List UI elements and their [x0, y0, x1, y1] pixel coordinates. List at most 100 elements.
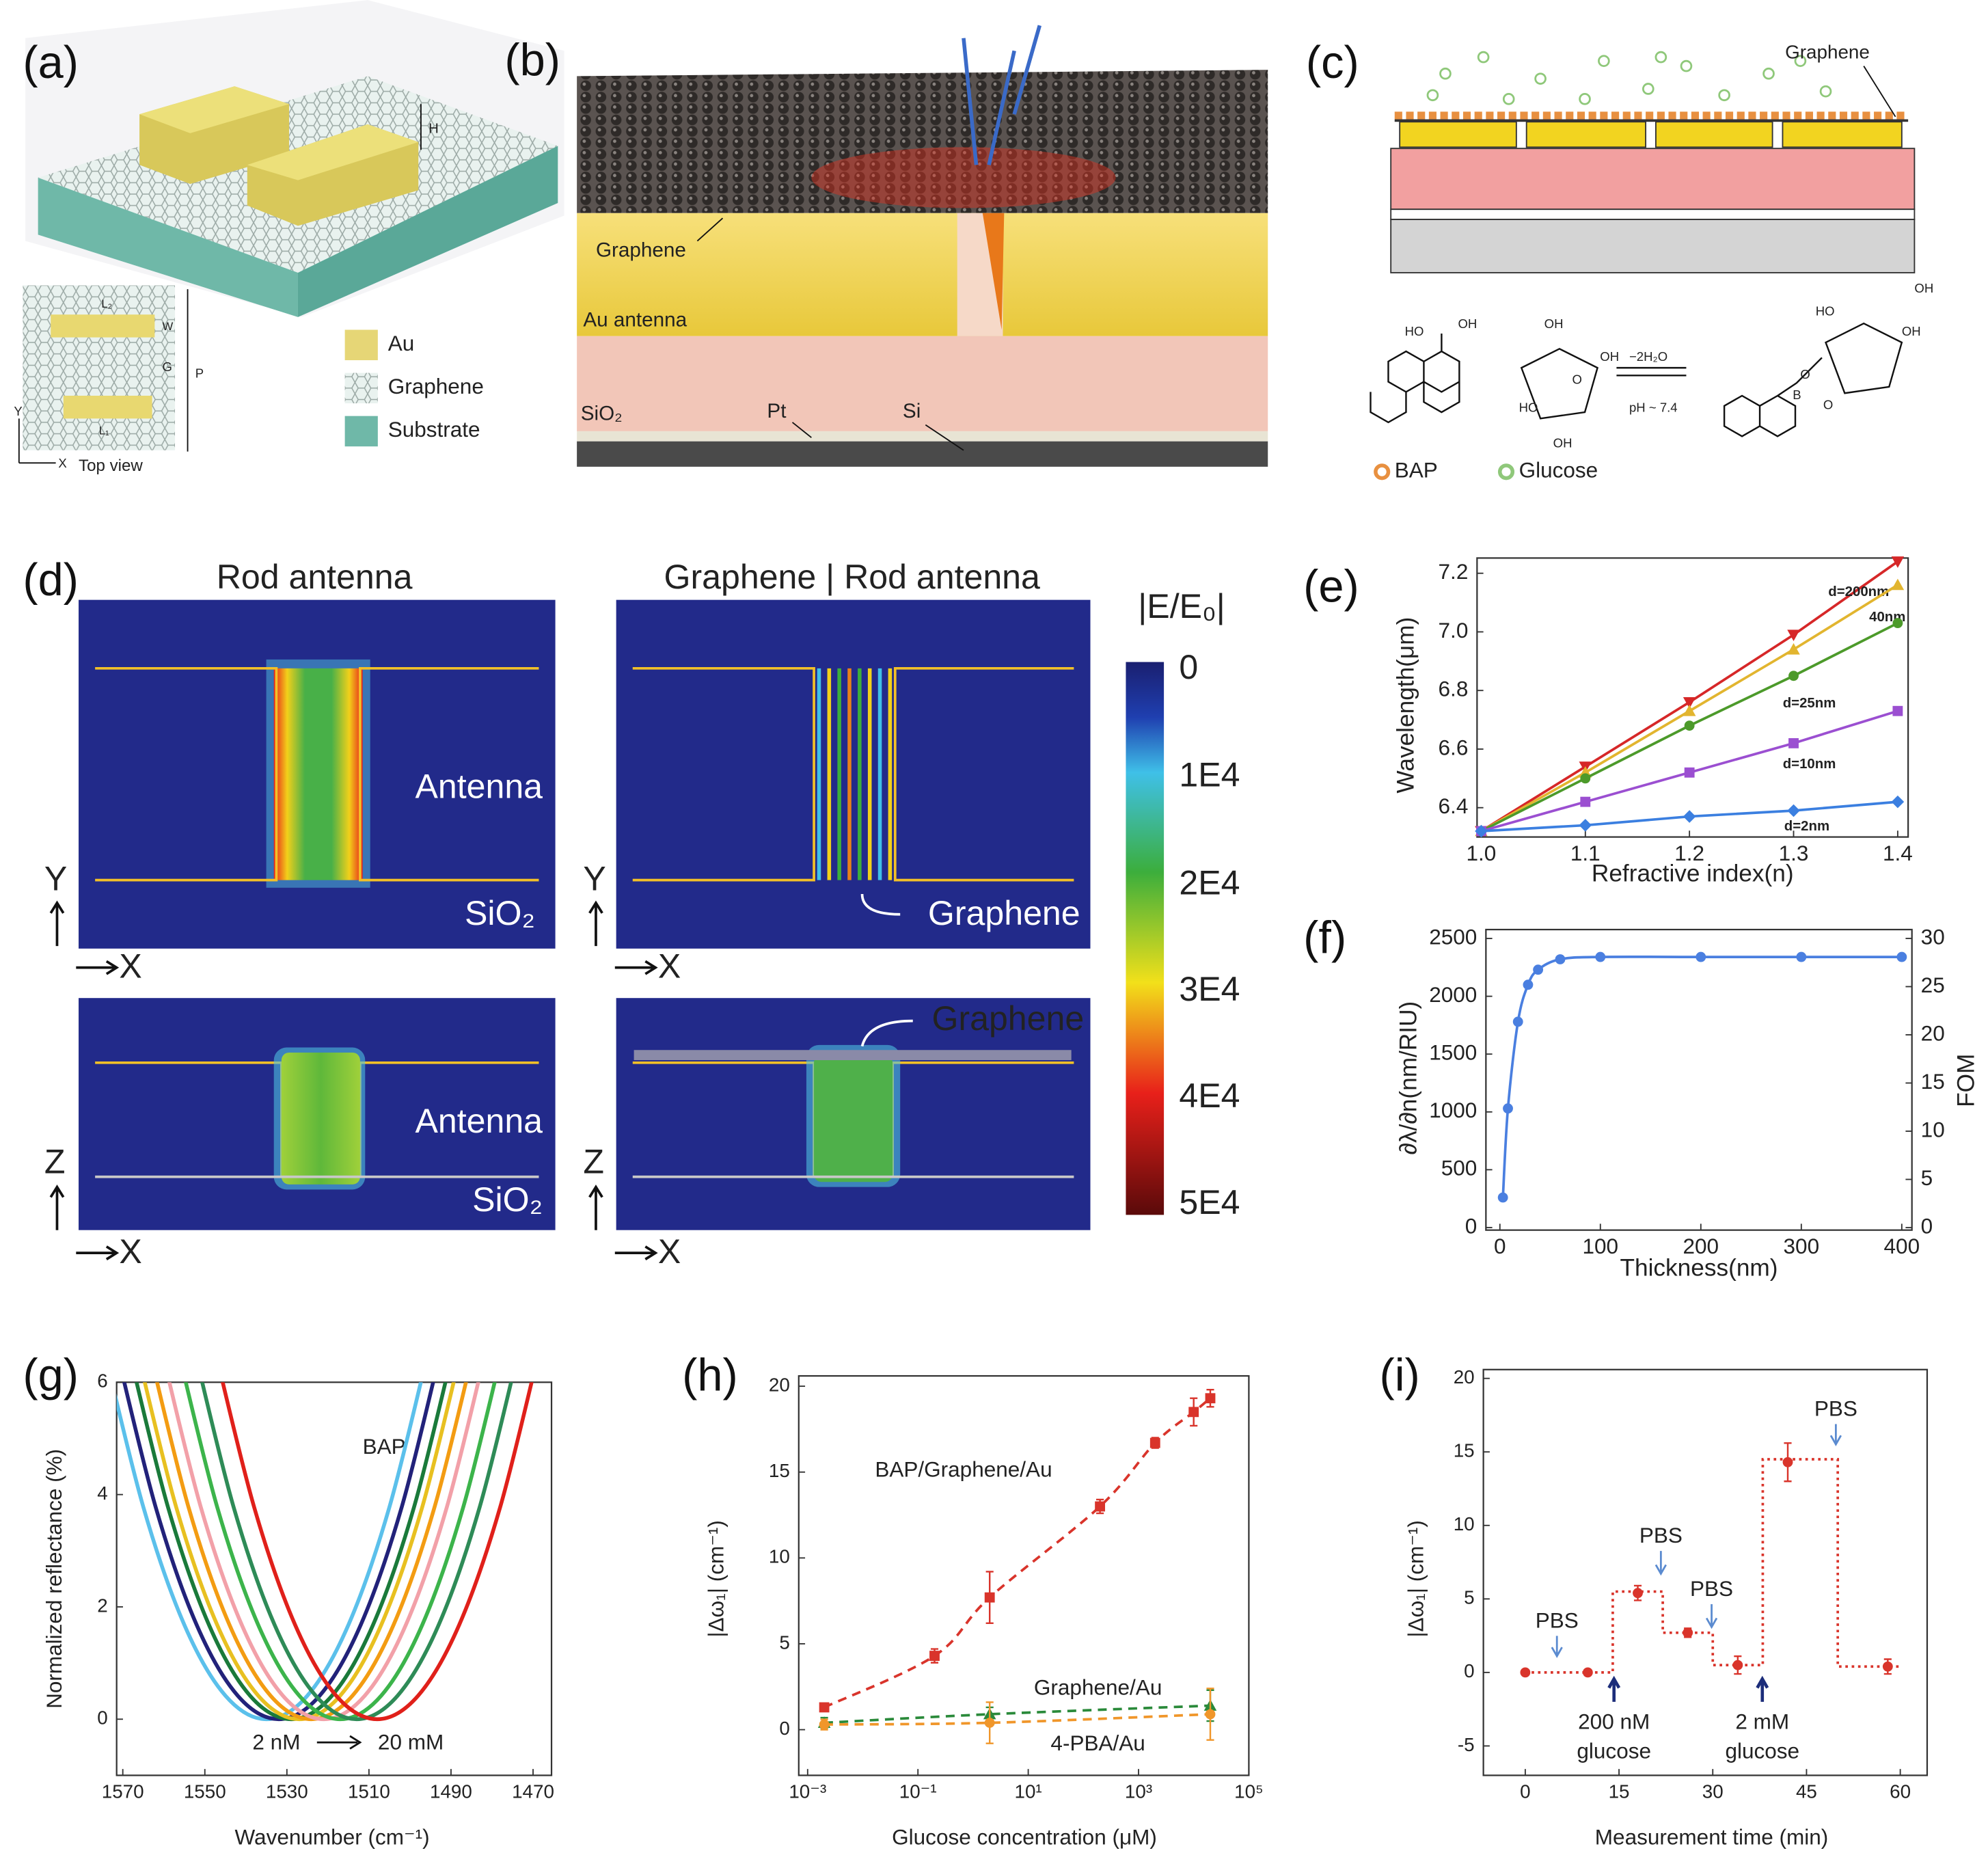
axis-letter: Z	[583, 1142, 604, 1180]
marker	[1188, 1407, 1199, 1418]
marker	[819, 1702, 830, 1713]
x-tick-label: 15	[1609, 1781, 1630, 1802]
annotation: PBS	[1536, 1608, 1579, 1632]
label: SiO₂	[581, 403, 623, 425]
y2-axis-label: FOM	[1953, 1054, 1980, 1107]
y-tick-label: 10	[1454, 1513, 1475, 1534]
annotation: PBS	[1690, 1576, 1733, 1601]
legend-marker	[1374, 463, 1391, 480]
y-tick-label: 5	[1464, 1587, 1474, 1608]
marker	[1595, 951, 1606, 962]
label: OH	[1902, 324, 1921, 338]
x-tick-label: 10⁻³	[789, 1781, 826, 1802]
series-label: d=10nm	[1783, 757, 1836, 772]
marker	[1892, 618, 1903, 629]
x-tick-label: 60	[1890, 1781, 1911, 1802]
panel-c: (c) Graphene HO OH OH OH HO O OH −2H₂O p…	[1306, 38, 1933, 482]
colorbar-tick: 0	[1179, 648, 1198, 686]
marker	[1683, 704, 1696, 716]
label: Graphene	[928, 894, 1080, 932]
series-line	[167, 1382, 480, 1722]
marker	[819, 1719, 830, 1730]
label: Pt	[767, 400, 787, 422]
panel-label: (c)	[1306, 38, 1359, 88]
series-line	[184, 1382, 497, 1722]
series-line	[1501, 955, 1902, 1198]
au-antenna	[577, 213, 1268, 336]
plot-frame	[1482, 1368, 1929, 1776]
panel-d: (d) Rod antenna Graphene | Rod antenna |…	[23, 555, 1240, 1271]
x-tick-label: 1.2	[1674, 841, 1704, 865]
y-axis-label: Wavelength(μm)	[1393, 617, 1419, 794]
label: O	[1823, 398, 1833, 412]
panel-label: (i)	[1379, 1350, 1419, 1400]
y-tick-label: 1000	[1429, 1098, 1477, 1122]
sio2	[577, 336, 1268, 431]
label: X	[58, 456, 66, 470]
axis-letter: X	[658, 947, 681, 986]
marker	[1882, 1661, 1893, 1672]
graphene	[577, 70, 1268, 213]
series-line	[122, 1382, 435, 1722]
chart: 10⁻³ 10⁻¹ 10¹ 10³ 10⁵ 0 5 10 15 20 (h) Glucose conc…	[682, 1350, 1264, 1849]
y-axis-label: ∂λ/∂n(nm/RIU)	[1395, 1001, 1421, 1155]
label: L₁	[99, 424, 109, 437]
y-tick-label: 15	[1454, 1440, 1475, 1461]
title: Graphene | Rod antenna	[664, 558, 1041, 596]
pt	[577, 431, 1268, 442]
label: HO	[1816, 303, 1835, 318]
series-label: BAP/Graphene/Au	[875, 1457, 1052, 1482]
label: HO	[1405, 324, 1424, 338]
rod-stripes	[817, 668, 893, 880]
marker	[1896, 951, 1907, 962]
marker	[1732, 1660, 1743, 1670]
x-tick-label: 1.1	[1570, 841, 1601, 865]
au-bar	[51, 314, 155, 338]
marker	[984, 1718, 995, 1728]
marker	[1891, 578, 1905, 591]
y-tick-label: 20	[769, 1374, 790, 1395]
field-map	[616, 599, 1091, 949]
au-bar-top	[247, 124, 419, 180]
marker	[1683, 696, 1696, 709]
marker	[1683, 810, 1696, 823]
x-axis-label: Refractive index(n)	[1592, 861, 1794, 887]
y2-tick-label: 15	[1921, 1069, 1945, 1094]
x-tick-label: 1510	[348, 1781, 390, 1802]
marker	[1149, 1437, 1160, 1448]
series-line	[221, 1382, 534, 1722]
plot-frame	[1485, 928, 1913, 1231]
marker	[929, 1651, 940, 1661]
colorbar-tick: 3E4	[1179, 970, 1240, 1008]
marker	[1782, 1457, 1793, 1467]
y2-tick-label: 10	[1921, 1117, 1945, 1141]
annotation: BAP	[363, 1434, 406, 1459]
title: Rod antenna	[217, 558, 413, 596]
panel-label: (h)	[682, 1350, 738, 1400]
marker	[1683, 1627, 1693, 1638]
marker	[1580, 796, 1591, 807]
leader	[1863, 66, 1896, 118]
label: Graphene	[931, 999, 1084, 1038]
marker	[1696, 951, 1706, 962]
x-axis-label: Thickness(nm)	[1620, 1255, 1778, 1282]
annotation-arrows	[316, 1424, 1842, 1750]
y2-tick-label: 20	[1921, 1020, 1945, 1045]
x-tick-label: 1490	[430, 1781, 472, 1802]
x-tick-label: 1.3	[1779, 841, 1809, 865]
axis-letter: Y	[583, 860, 605, 898]
y-axis-label: |Δω₁| (cm⁻¹)	[1403, 1520, 1428, 1638]
annotation: 20 mM	[378, 1729, 444, 1754]
legend-label: Graphene	[388, 374, 484, 398]
chart: 1570 1550 1530 1510 1490 1470 0 2 4 6 (g) Wavenumbe…	[23, 1350, 554, 1849]
y-tick-label: 0	[1465, 1213, 1478, 1238]
marker	[1891, 795, 1905, 809]
marker	[1580, 773, 1591, 784]
y2-tick-label: 30	[1921, 924, 1945, 949]
y2-tick-label: 5	[1921, 1165, 1933, 1190]
x-tick-label: 45	[1796, 1781, 1817, 1802]
marker	[1582, 1667, 1593, 1678]
marker	[1796, 951, 1807, 962]
marker	[1205, 1393, 1216, 1404]
series-label: d=2nm	[1784, 819, 1829, 834]
